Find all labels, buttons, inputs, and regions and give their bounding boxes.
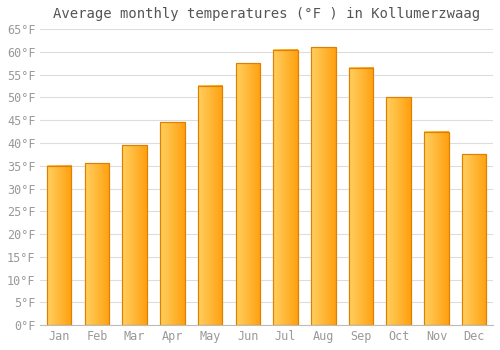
Bar — [274, 50, 298, 325]
Bar — [311, 47, 336, 325]
Bar — [236, 63, 260, 325]
Bar — [386, 97, 411, 325]
Bar — [424, 132, 448, 325]
Bar — [348, 68, 374, 325]
Bar — [462, 154, 486, 325]
Bar — [462, 154, 486, 325]
Bar — [424, 132, 448, 325]
Title: Average monthly temperatures (°F ) in Kollumerzwaag: Average monthly temperatures (°F ) in Ko… — [53, 7, 480, 21]
Bar — [84, 163, 109, 325]
Bar — [122, 145, 147, 325]
Bar — [198, 86, 222, 325]
Bar — [160, 122, 184, 325]
Bar — [236, 63, 260, 325]
Bar — [274, 50, 298, 325]
Bar — [47, 166, 72, 325]
Bar — [311, 47, 336, 325]
Bar — [122, 145, 147, 325]
Bar — [198, 86, 222, 325]
Bar — [386, 97, 411, 325]
Bar — [160, 122, 184, 325]
Bar — [47, 166, 72, 325]
Bar — [84, 163, 109, 325]
Bar — [348, 68, 374, 325]
